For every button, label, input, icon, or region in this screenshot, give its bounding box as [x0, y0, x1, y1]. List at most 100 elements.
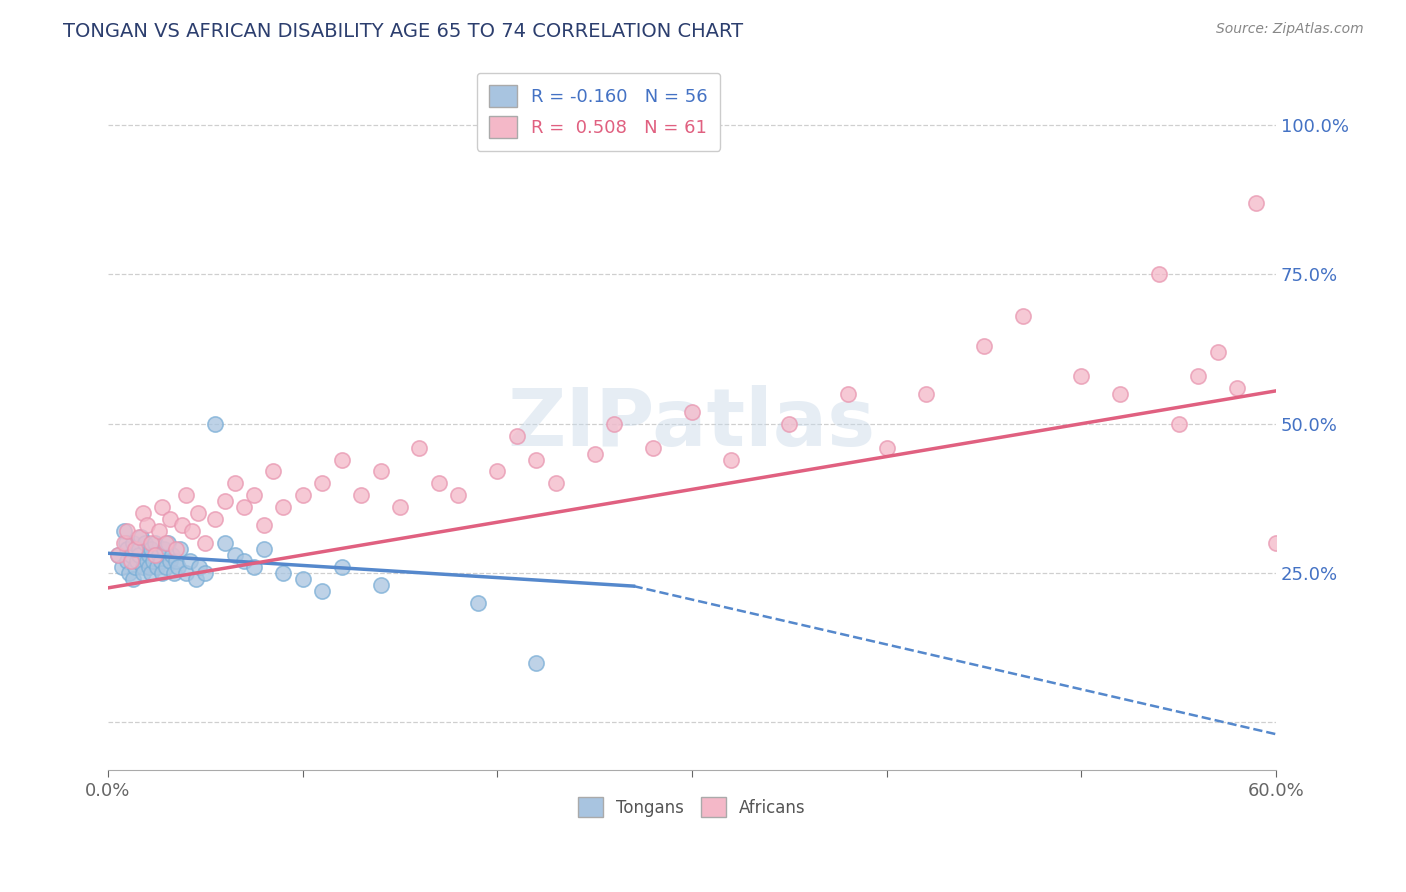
Point: [180, 524, 202, 538]
Point: [1265, 536, 1288, 550]
Point: [204, 512, 226, 526]
Point: [128, 542, 150, 557]
Point: [311, 476, 333, 491]
Point: [233, 554, 256, 568]
Point: [138, 548, 160, 562]
Point: [143, 548, 166, 562]
Point: [122, 572, 145, 586]
Point: [1246, 195, 1268, 210]
Point: [186, 506, 208, 520]
Point: [1167, 417, 1189, 431]
Point: [1187, 368, 1209, 383]
Point: [1070, 368, 1092, 383]
Point: [135, 518, 157, 533]
Point: [262, 465, 284, 479]
Point: [155, 536, 177, 550]
Point: [194, 566, 217, 580]
Point: [152, 566, 174, 580]
Point: [291, 488, 314, 502]
Point: [149, 554, 172, 568]
Point: [408, 441, 430, 455]
Point: [122, 536, 145, 550]
Point: [506, 428, 529, 442]
Point: [134, 536, 156, 550]
Point: [127, 554, 149, 568]
Point: [194, 536, 217, 550]
Point: [159, 554, 181, 568]
Point: [118, 566, 141, 580]
Point: [876, 441, 898, 455]
Point: [135, 554, 157, 568]
Point: [330, 560, 353, 574]
Point: [524, 452, 547, 467]
Point: [224, 548, 246, 562]
Point: [152, 500, 174, 515]
Point: [148, 548, 170, 562]
Point: [153, 542, 176, 557]
Point: [145, 560, 167, 574]
Point: [117, 554, 139, 568]
Point: [447, 488, 470, 502]
Point: [271, 500, 294, 515]
Point: [157, 536, 180, 550]
Point: [253, 518, 276, 533]
Point: [160, 548, 183, 562]
Point: [214, 494, 236, 508]
Point: [107, 548, 129, 562]
Point: [233, 500, 256, 515]
Point: [1206, 345, 1229, 359]
Point: [370, 578, 392, 592]
Point: [720, 452, 742, 467]
Point: [583, 446, 606, 460]
Point: [224, 476, 246, 491]
Point: [132, 506, 155, 520]
Point: [914, 387, 936, 401]
Point: [139, 536, 162, 550]
Point: [204, 417, 226, 431]
Point: [139, 566, 162, 580]
Point: [139, 542, 162, 557]
Point: [117, 542, 139, 557]
Point: [188, 560, 211, 574]
Point: [486, 465, 509, 479]
Point: [112, 524, 135, 538]
Point: [128, 548, 150, 562]
Point: [148, 524, 170, 538]
Point: [214, 536, 236, 550]
Point: [169, 542, 191, 557]
Text: TONGAN VS AFRICAN DISABILITY AGE 65 TO 74 CORRELATION CHART: TONGAN VS AFRICAN DISABILITY AGE 65 TO 7…: [63, 22, 744, 41]
Point: [311, 583, 333, 598]
Point: [165, 554, 187, 568]
Point: [167, 560, 190, 574]
Point: [132, 566, 155, 580]
Point: [107, 548, 129, 562]
Point: [603, 417, 626, 431]
Point: [124, 542, 146, 557]
Point: [163, 566, 186, 580]
Point: [544, 476, 567, 491]
Point: [641, 441, 664, 455]
Point: [524, 656, 547, 670]
Point: [120, 548, 142, 562]
Point: [120, 554, 142, 568]
Point: [388, 500, 411, 515]
Point: [330, 452, 353, 467]
Text: ZIPatlas: ZIPatlas: [508, 384, 876, 463]
Point: [179, 554, 201, 568]
Point: [243, 488, 266, 502]
Point: [253, 542, 276, 557]
Legend: Tongans, Africans: Tongans, Africans: [571, 790, 813, 824]
Point: [370, 465, 392, 479]
Point: [184, 572, 207, 586]
Point: [159, 512, 181, 526]
Point: [174, 566, 197, 580]
Point: [142, 554, 165, 568]
Point: [165, 542, 187, 557]
Point: [114, 536, 136, 550]
Point: [112, 536, 135, 550]
Point: [837, 387, 859, 401]
Point: [132, 560, 155, 574]
Point: [110, 560, 132, 574]
Point: [155, 560, 177, 574]
Point: [778, 417, 800, 431]
